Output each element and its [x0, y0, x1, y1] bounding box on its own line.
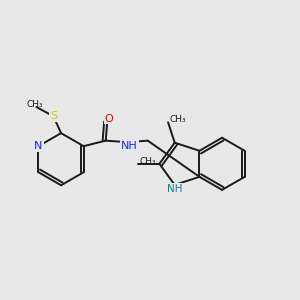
Text: CH₃: CH₃ [27, 100, 43, 109]
Text: CH₃: CH₃ [140, 157, 156, 166]
Text: N: N [34, 141, 43, 151]
Text: CH₃: CH₃ [170, 115, 187, 124]
Text: NH: NH [121, 141, 138, 151]
Text: O: O [104, 114, 113, 124]
Text: S: S [50, 111, 57, 121]
Text: NH: NH [167, 184, 182, 194]
